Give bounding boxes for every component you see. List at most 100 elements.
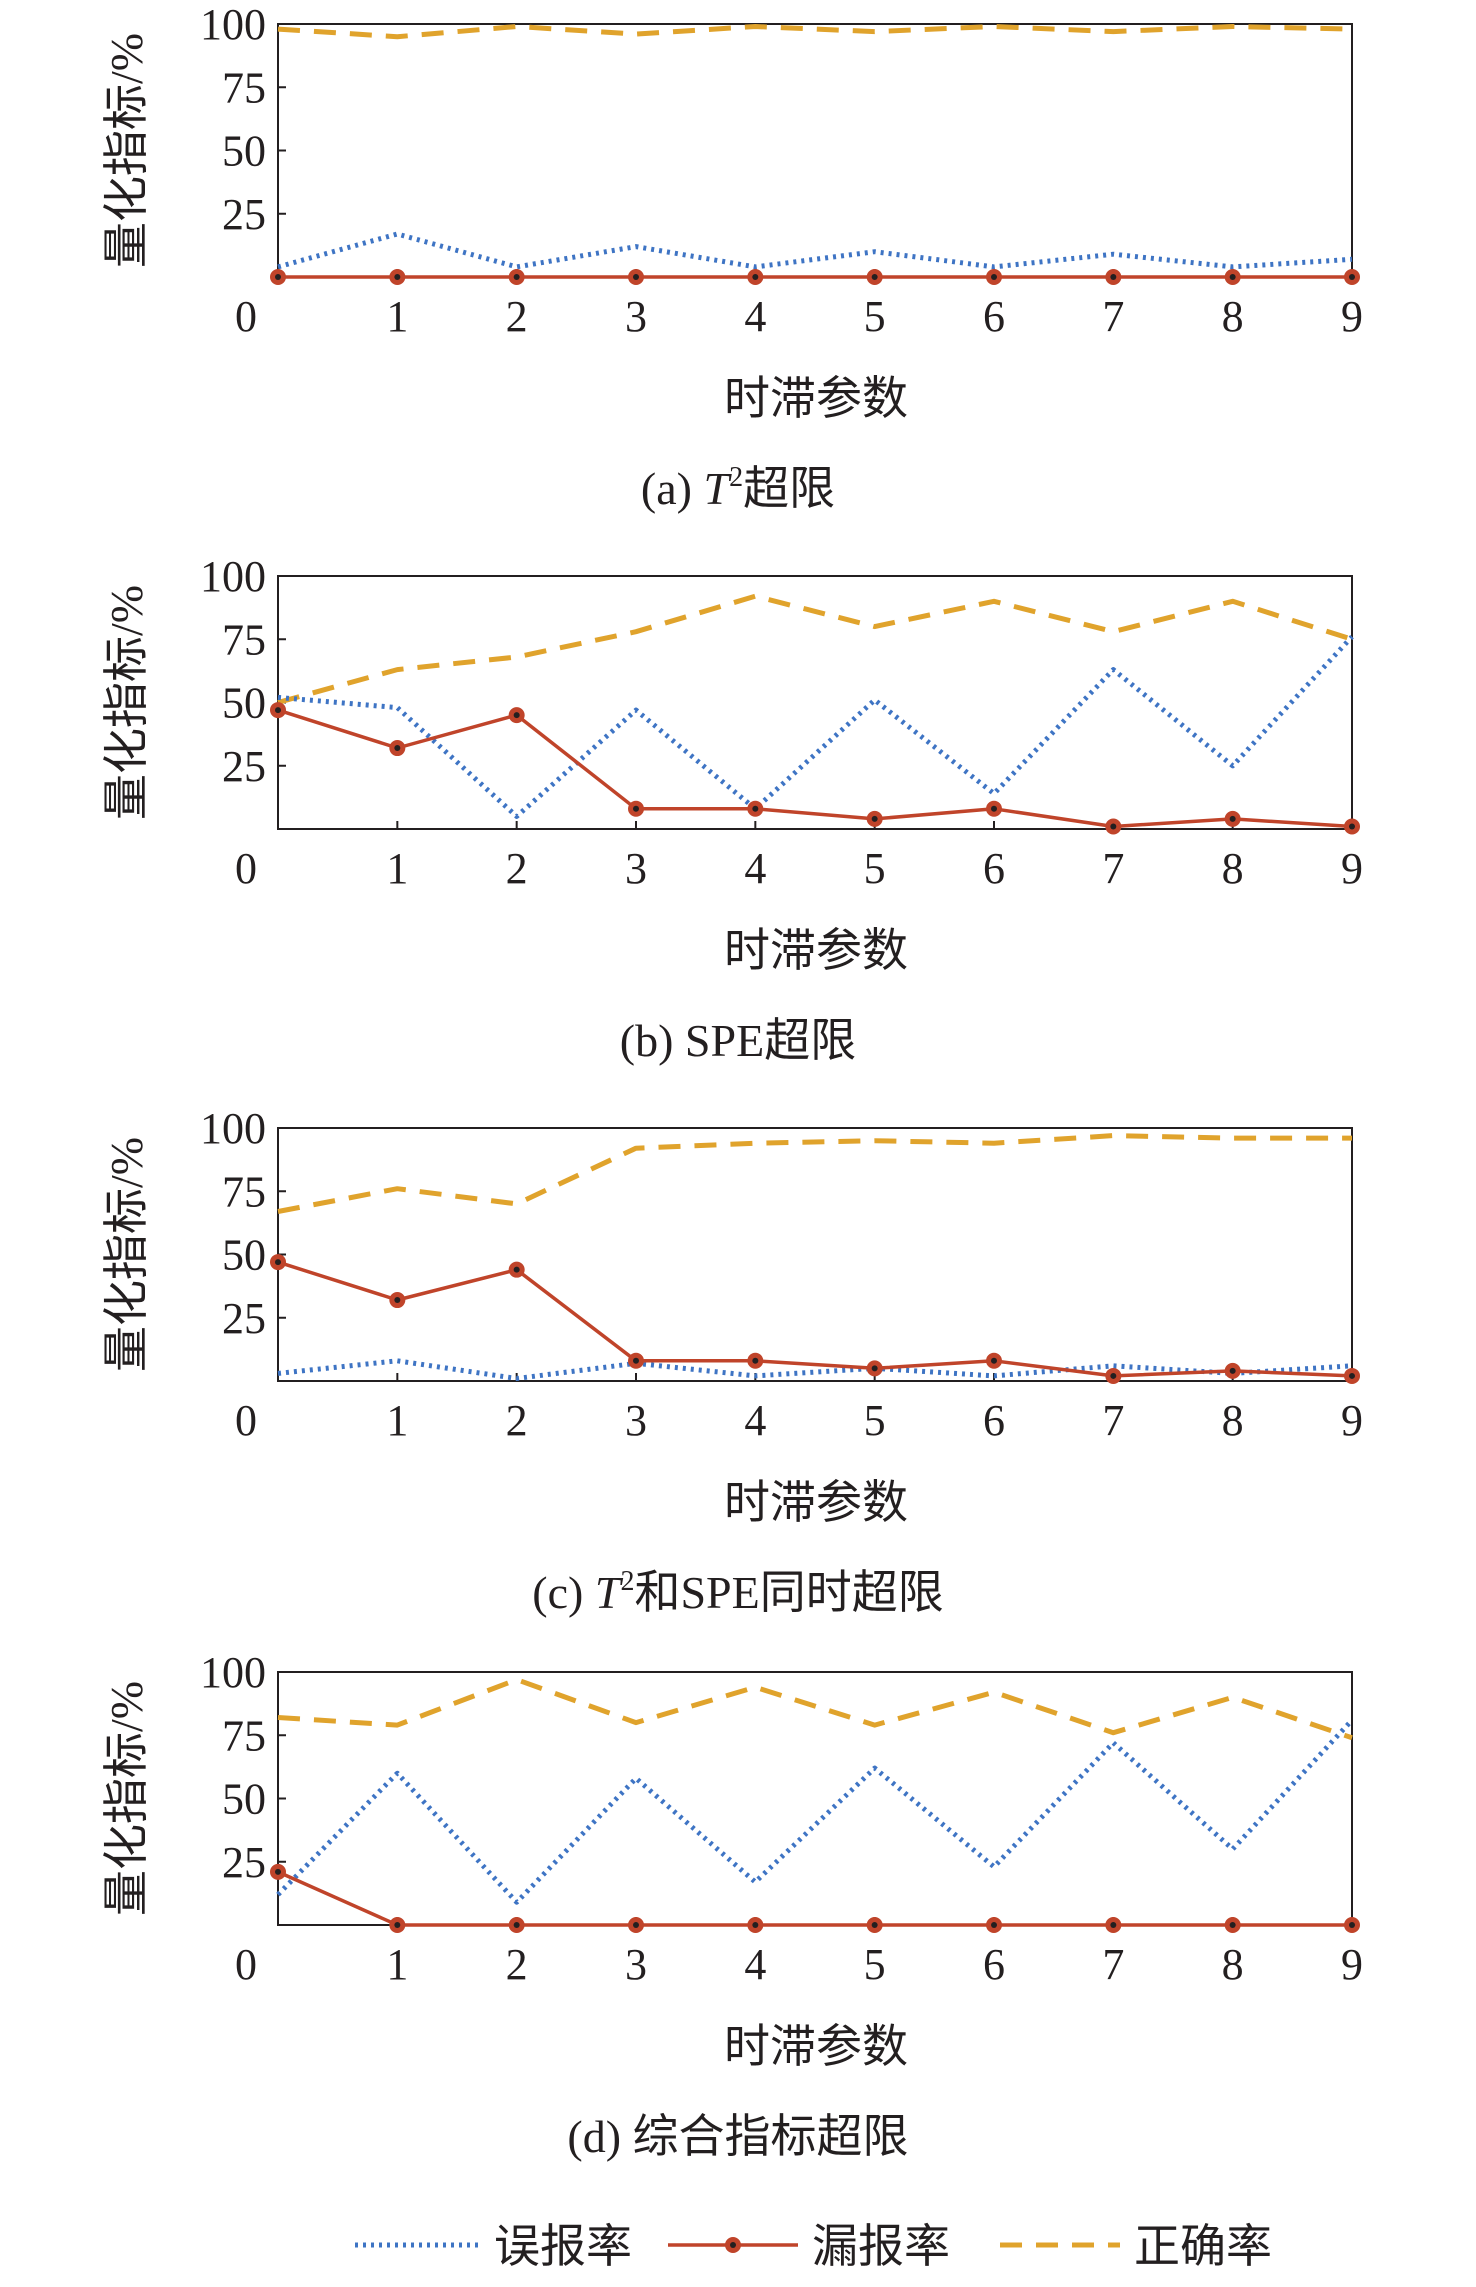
miss-point-center xyxy=(633,274,639,280)
x-tick-label: 8 xyxy=(1222,844,1244,893)
x-tick-label: 5 xyxy=(864,1940,886,1989)
miss-point-center xyxy=(394,1297,401,1304)
y-tick-label: 75 xyxy=(222,1711,266,1760)
miss-point-center xyxy=(1110,823,1117,830)
x-tick-label: 7 xyxy=(1102,844,1124,893)
x-axis-title: 时滞参数 xyxy=(724,373,908,424)
x-tick-label: 9 xyxy=(1341,1396,1363,1445)
y-axis-title: 量化指标/% xyxy=(101,585,152,820)
y-tick-label-zero: 0 xyxy=(235,1940,257,1989)
y-tick-label-zero: 0 xyxy=(235,1396,257,1445)
x-tick-label: 3 xyxy=(625,292,647,341)
miss-point-center xyxy=(871,1365,878,1372)
miss-point-center xyxy=(275,1868,281,1875)
x-tick-label: 2 xyxy=(506,292,528,341)
x-tick-label: 4 xyxy=(744,844,766,893)
series-line-false-alarm xyxy=(277,231,1353,270)
x-tick-label: 2 xyxy=(506,1940,528,1989)
y-tick-label: 75 xyxy=(222,1167,266,1216)
miss-point-center xyxy=(1349,1372,1355,1379)
legend-label-accuracy: 正确率 xyxy=(1134,2221,1272,2272)
series-line-false-alarm xyxy=(276,1718,1354,1905)
y-tick-label: 25 xyxy=(222,1838,266,1887)
miss-point-center xyxy=(1110,1922,1117,1928)
miss-point-center xyxy=(752,1357,759,1364)
x-tick-label: 5 xyxy=(864,1396,886,1445)
series-line-accuracy xyxy=(277,1677,1353,1741)
x-tick-label: 7 xyxy=(1102,1396,1124,1445)
x-tick-label: 8 xyxy=(1222,1940,1244,1989)
miss-point-center xyxy=(871,274,878,280)
panel-caption: (d) 综合指标超限 xyxy=(567,2111,908,2162)
miss-point-center xyxy=(275,707,281,714)
x-tick-label: 1 xyxy=(386,844,408,893)
miss-point-center xyxy=(1229,815,1236,822)
x-tick-label: 6 xyxy=(983,292,1005,341)
miss-point-center xyxy=(991,1357,997,1364)
y-tick-label: 50 xyxy=(222,679,266,728)
y-tick-label: 100 xyxy=(200,552,266,601)
miss-point-center xyxy=(752,274,759,280)
miss-point-center xyxy=(394,274,401,280)
x-axis-title: 时滞参数 xyxy=(724,2021,908,2072)
miss-point-center xyxy=(633,1357,639,1364)
x-tick-label: 6 xyxy=(983,1396,1005,1445)
legend-label-false-alarm: 误报率 xyxy=(494,2221,632,2272)
y-tick-label: 100 xyxy=(200,1104,266,1153)
miss-point-center xyxy=(1229,1367,1236,1374)
miss-point-center xyxy=(275,1259,281,1266)
miss-point-center xyxy=(633,1922,639,1928)
miss-point-center xyxy=(752,1922,759,1928)
miss-point-center xyxy=(633,805,639,812)
miss-point-center xyxy=(1349,1922,1355,1928)
y-tick-label: 25 xyxy=(222,1294,266,1343)
panel-caption: (a) T2超限 xyxy=(641,462,835,514)
miss-point-center xyxy=(991,1922,997,1928)
legend: 误报率 漏报率 正确率 xyxy=(355,2221,1272,2272)
y-tick-label: 50 xyxy=(222,1231,266,1280)
y-tick-label: 100 xyxy=(200,0,266,49)
x-tick-label: 2 xyxy=(506,844,528,893)
x-tick-label: 9 xyxy=(1341,844,1363,893)
miss-point-center xyxy=(513,274,520,280)
x-tick-label: 3 xyxy=(625,1396,647,1445)
miss-point-center xyxy=(1110,274,1117,280)
miss-point-center xyxy=(513,1266,520,1273)
panel-caption: (c) T2和SPE同时超限 xyxy=(532,1566,943,1618)
x-tick-label: 7 xyxy=(1102,1940,1124,1989)
chart-panel-2: 25 50 75 100 0 1 2 3 4 5 6 7 8 9 时滞参数 量化指标/% (b) SPE超限 xyxy=(101,552,1363,1066)
miss-point-center xyxy=(991,805,997,812)
series-line-accuracy xyxy=(277,1133,1352,1214)
chart-panel-3: 25 50 75 100 0 1 2 3 4 5 6 7 8 9 时滞参数 量化指标/% (c) T2和SPE同… xyxy=(101,1104,1363,1618)
plot-frame xyxy=(277,23,1353,278)
x-tick-label: 6 xyxy=(983,844,1005,893)
miss-point-center xyxy=(394,1922,401,1928)
legend-marker-miss-center xyxy=(730,2242,736,2248)
x-tick-label: 3 xyxy=(625,844,647,893)
x-tick-label: 3 xyxy=(625,1940,647,1989)
miss-point-center xyxy=(871,1922,878,1928)
x-tick-label: 7 xyxy=(1102,292,1124,341)
y-tick-label-zero: 0 xyxy=(235,844,257,893)
legend-label-miss: 漏报率 xyxy=(812,2221,950,2272)
y-tick-label-zero: 0 xyxy=(235,292,257,341)
miss-point-center xyxy=(1349,274,1355,280)
series-line-accuracy xyxy=(277,24,1353,40)
miss-point-center xyxy=(752,805,759,812)
x-tick-label: 8 xyxy=(1222,292,1244,341)
y-axis-title: 量化指标/% xyxy=(101,1137,152,1372)
x-tick-label: 1 xyxy=(386,1396,408,1445)
miss-point-center xyxy=(513,1922,520,1928)
series-line-miss xyxy=(277,708,1353,829)
y-tick-label: 75 xyxy=(222,63,266,112)
chart-panel-1: 25 50 75 100 0 1 2 3 4 5 6 7 8 9 时滞参数 量化指标/% (a) T2超限 xyxy=(101,0,1363,514)
miss-point-center xyxy=(275,274,281,280)
series-line-miss xyxy=(277,1870,1352,1927)
y-tick-label: 75 xyxy=(222,615,266,664)
x-tick-label: 4 xyxy=(744,292,766,341)
y-axis-title: 量化指标/% xyxy=(101,1681,152,1916)
x-tick-label: 1 xyxy=(386,1940,408,1989)
x-axis-title: 时滞参数 xyxy=(724,925,908,976)
x-tick-label: 4 xyxy=(744,1940,766,1989)
